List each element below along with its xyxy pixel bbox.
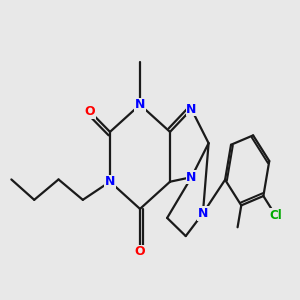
- Text: N: N: [198, 207, 208, 220]
- Text: N: N: [186, 171, 197, 184]
- Text: O: O: [85, 105, 95, 118]
- Text: N: N: [135, 98, 145, 111]
- Text: N: N: [186, 103, 197, 116]
- Text: Cl: Cl: [269, 209, 282, 222]
- Text: O: O: [135, 245, 145, 258]
- Text: N: N: [105, 175, 115, 188]
